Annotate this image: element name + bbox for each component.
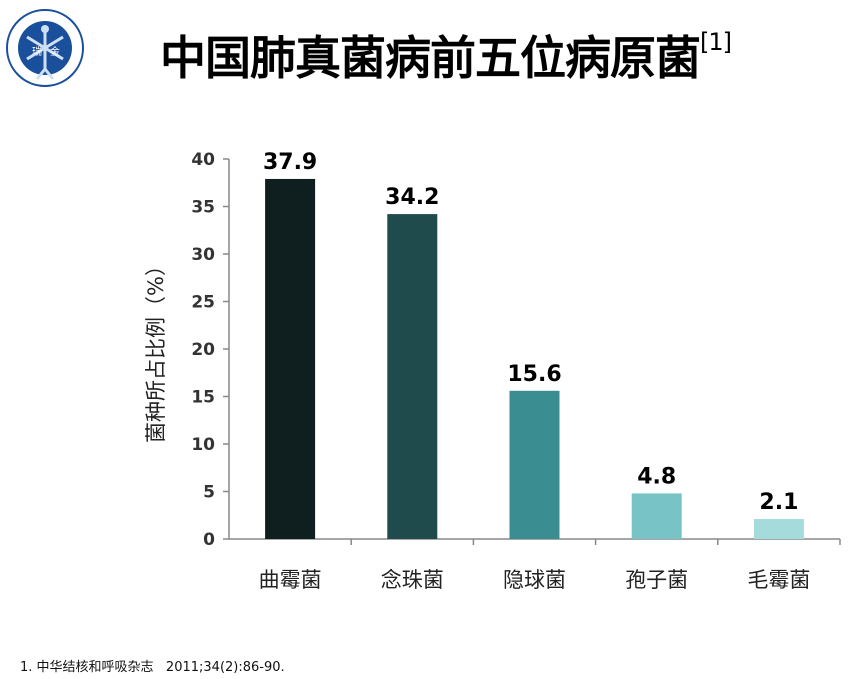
y-tick-label: 10	[191, 435, 215, 455]
x-tick-label: 孢子菌	[625, 568, 688, 592]
x-tick-label: 毛霉菌	[747, 568, 810, 592]
bar	[265, 178, 316, 539]
bar	[631, 493, 682, 539]
svg-text:瑞: 瑞	[32, 46, 42, 58]
title-text: 中国肺真菌病前五位病原菌	[160, 31, 701, 85]
svg-text:金: 金	[50, 45, 60, 58]
y-tick-label: 20	[191, 340, 215, 360]
x-tick-label: 念珠菌	[381, 568, 444, 592]
x-tick-label: 隐球菌	[503, 568, 566, 592]
y-tick-label: 0	[203, 530, 215, 550]
data-label: 37.9	[263, 150, 317, 175]
hospital-logo: 瑞 金	[6, 9, 84, 87]
title-reference: [1]	[700, 28, 732, 56]
data-label: 34.2	[385, 185, 439, 210]
y-tick-label: 40	[191, 150, 215, 170]
footnote: 1. 中华结核和呼吸杂志 2011;34(2):86-90.	[20, 660, 285, 675]
bar	[387, 214, 438, 539]
slide-title: 中国肺真菌病前五位病原菌[1]	[160, 22, 732, 88]
data-label: 2.1	[759, 490, 798, 515]
y-tick-label: 30	[191, 245, 215, 265]
y-tick-label: 5	[203, 483, 215, 503]
data-label: 15.6	[507, 362, 561, 387]
bar-chart: 0 5 10 15 20 25 30 35 40 37.9 曲霉菌 34.2 念珠菌 15.6 隐球菌 4.8…	[144, 150, 841, 592]
y-tick-label: 15	[191, 388, 215, 408]
y-tick-label: 35	[191, 198, 215, 218]
x-tick-label: 曲霉菌	[259, 568, 322, 592]
y-tick-label: 25	[191, 293, 215, 313]
bar	[753, 519, 804, 539]
bar	[509, 390, 560, 539]
y-axis-label: 菌种所占比例（%）	[144, 255, 168, 443]
data-label: 4.8	[637, 464, 676, 489]
